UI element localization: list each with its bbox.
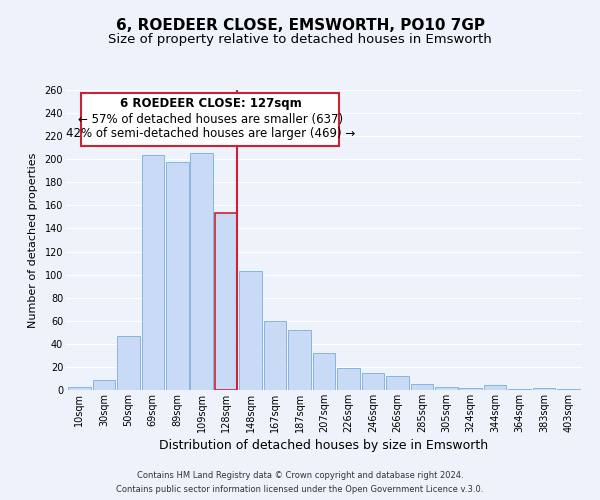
Bar [264, 321, 286, 390]
Y-axis label: Number of detached properties: Number of detached properties [28, 152, 38, 328]
Bar [557, 389, 580, 390]
Bar [508, 389, 531, 390]
Text: Contains public sector information licensed under the Open Government Licence v.: Contains public sector information licen… [116, 484, 484, 494]
Text: 42% of semi-detached houses are larger (469) →: 42% of semi-detached houses are larger (… [66, 128, 355, 140]
Bar [142, 154, 164, 390]
Bar [435, 386, 458, 390]
Bar [484, 386, 506, 390]
Bar [386, 376, 409, 390]
Bar [68, 386, 91, 390]
Text: Size of property relative to detached houses in Emsworth: Size of property relative to detached ho… [108, 32, 492, 46]
Text: 6, ROEDEER CLOSE, EMSWORTH, PO10 7GP: 6, ROEDEER CLOSE, EMSWORTH, PO10 7GP [115, 18, 485, 32]
Bar [215, 214, 238, 390]
Bar [239, 271, 262, 390]
Bar [288, 330, 311, 390]
Bar [117, 336, 140, 390]
Bar [313, 353, 335, 390]
X-axis label: Distribution of detached houses by size in Emsworth: Distribution of detached houses by size … [160, 439, 488, 452]
Bar [190, 154, 213, 390]
Text: 6 ROEDEER CLOSE: 127sqm: 6 ROEDEER CLOSE: 127sqm [119, 98, 301, 110]
Bar [166, 162, 188, 390]
Text: ← 57% of detached houses are smaller (637): ← 57% of detached houses are smaller (63… [78, 112, 343, 126]
Bar [92, 380, 115, 390]
Bar [362, 372, 384, 390]
FancyBboxPatch shape [82, 93, 340, 146]
Bar [460, 388, 482, 390]
Bar [337, 368, 360, 390]
Bar [410, 384, 433, 390]
Bar [533, 388, 556, 390]
Text: Contains HM Land Registry data © Crown copyright and database right 2024.: Contains HM Land Registry data © Crown c… [137, 472, 463, 480]
